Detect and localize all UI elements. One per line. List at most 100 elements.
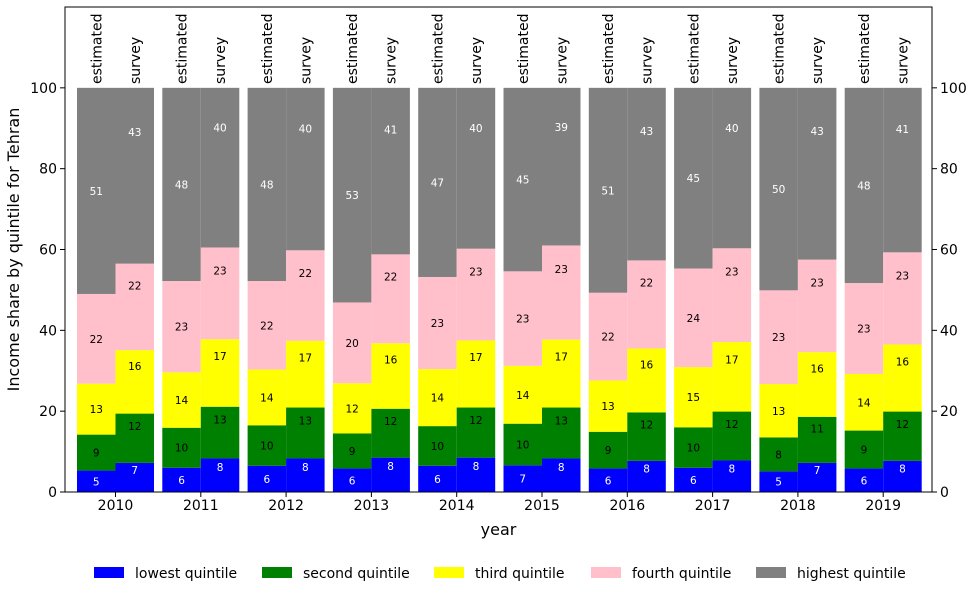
y-tick-label-right: 60 (940, 243, 958, 259)
column-label-survey: survey (128, 37, 144, 84)
data-label: 50 (772, 184, 785, 196)
bar-segment-2019-survey-q5 (883, 87, 922, 253)
x-tick-label: 2014 (439, 498, 475, 514)
bar-segment-2019-survey-q3 (883, 344, 922, 412)
y-tick-label-right: 80 (940, 162, 958, 178)
bar-segment-2019-estimated-q2 (844, 430, 884, 469)
bar-segment-2012-survey-q1 (286, 458, 325, 492)
y-tick-label: 20 (39, 404, 57, 420)
data-label: 45 (516, 175, 529, 187)
bar-segment-2011-estimated-q4 (162, 281, 201, 373)
bar-segment-2019-estimated-q3 (844, 373, 884, 431)
column-label-estimated: estimated (260, 14, 276, 85)
bar-segment-2013-survey-q4 (371, 254, 410, 344)
y-tick-label: 80 (39, 162, 57, 178)
data-label: 17 (213, 351, 226, 363)
column-labels-layer: estimated survey estimated survey estimated s… (89, 14, 911, 85)
data-label: 6 (690, 475, 697, 487)
bar-segment-2014-estimated-q5 (418, 87, 457, 277)
bar-segment-2012-estimated-q3 (247, 369, 287, 426)
y-axis-label: Income share by quintile for Tehran (4, 108, 23, 392)
legend: lowest quintile second quintile third quin… (94, 566, 906, 582)
column-label-estimated: estimated (345, 14, 361, 85)
bar-segment-2011-estimated-q5 (162, 87, 201, 282)
data-label: 39 (555, 122, 568, 134)
bar-segment-2010-estimated-q4 (77, 293, 116, 384)
data-label: 23 (772, 332, 785, 344)
data-label: 17 (469, 352, 482, 364)
y-tick-label-right: 20 (940, 404, 958, 420)
column-label-estimated: estimated (857, 14, 873, 85)
x-tick-label: 2016 (609, 498, 645, 514)
data-label: 12 (896, 419, 909, 431)
bar-segment-2016-survey-q1 (627, 460, 666, 492)
data-label: 40 (469, 123, 482, 135)
data-label: 22 (260, 320, 273, 332)
data-label: 14 (516, 390, 530, 402)
bar-segment-2010-estimated-q1 (77, 470, 116, 492)
y-tick-label: 100 (30, 81, 57, 97)
bar-segment-2018-estimated-q4 (759, 290, 798, 385)
bar-segment-2016-survey-q2 (627, 412, 666, 461)
y-tick-label-right: 40 (940, 323, 958, 339)
bar-segment-2010-survey-q2 (115, 413, 154, 463)
column-label-estimated: estimated (175, 14, 191, 84)
bar-segment-2011-estimated-q1 (162, 467, 201, 492)
data-label: 11 (810, 423, 823, 435)
data-label: 47 (431, 177, 444, 189)
bar-segment-2017-estimated-q5 (674, 87, 713, 269)
bar-segment-2014-estimated-q1 (418, 465, 457, 492)
bar-segment-2015-survey-q1 (542, 458, 581, 492)
bar-segment-2013-estimated-q5 (332, 87, 372, 303)
data-label: 41 (896, 124, 909, 136)
data-label: 6 (264, 474, 271, 486)
y-axis-right: 0 20 40 60 80 100 (932, 81, 967, 501)
data-label: 13 (299, 415, 312, 427)
data-label: 48 (175, 179, 188, 191)
bar-segment-2013-estimated-q1 (332, 468, 372, 492)
data-label: 8 (473, 461, 480, 473)
column-label-survey: survey (469, 37, 485, 84)
bar-segment-2018-estimated-q1 (759, 471, 798, 492)
bar-segment-2018-survey-q5 (797, 87, 837, 260)
bar-segment-2016-estimated-q4 (588, 292, 628, 381)
bar-segment-2019-estimated-q5 (844, 87, 884, 284)
data-label: 10 (175, 443, 188, 455)
legend-label: lowest quintile (135, 566, 237, 582)
bar-segment-2013-survey-q2 (371, 408, 410, 458)
data-label: 16 (384, 355, 398, 367)
data-label: 10 (516, 440, 529, 452)
bar-segment-2016-estimated-q5 (588, 87, 628, 293)
data-label: 6 (434, 474, 441, 486)
data-label: 6 (605, 475, 612, 487)
bar-segment-2011-survey-q1 (200, 458, 240, 492)
y-tick-label: 40 (39, 323, 57, 339)
data-label: 45 (687, 173, 700, 185)
column-label-estimated: estimated (686, 14, 702, 85)
data-label: 7 (814, 465, 821, 477)
data-label: 22 (128, 280, 141, 292)
data-label: 16 (640, 359, 654, 371)
bar-segment-2014-survey-q4 (456, 248, 496, 341)
column-label-survey: survey (725, 37, 741, 84)
data-label: 41 (384, 124, 397, 136)
legend-swatch (94, 567, 124, 578)
legend-swatch (262, 567, 292, 578)
column-label-survey: survey (810, 37, 826, 84)
x-tick-label: 2015 (524, 498, 560, 514)
bar-segment-2019-survey-q2 (883, 411, 922, 461)
bar-segment-2015-estimated-q4 (503, 271, 542, 366)
data-label: 8 (558, 462, 565, 474)
legend-label: second quintile (303, 566, 410, 582)
bar-segment-2012-survey-q2 (286, 407, 325, 459)
data-label: 12 (384, 416, 397, 428)
legend-label: fourth quintile (632, 566, 731, 582)
x-tick-label: 2010 (98, 498, 134, 514)
x-tick-label: 2018 (780, 498, 816, 514)
data-label: 48 (260, 179, 273, 191)
x-axis-label: year (481, 520, 517, 539)
data-label: 14 (431, 393, 445, 405)
bar-segment-2017-estimated-q4 (674, 268, 713, 368)
data-label: 8 (217, 462, 224, 474)
